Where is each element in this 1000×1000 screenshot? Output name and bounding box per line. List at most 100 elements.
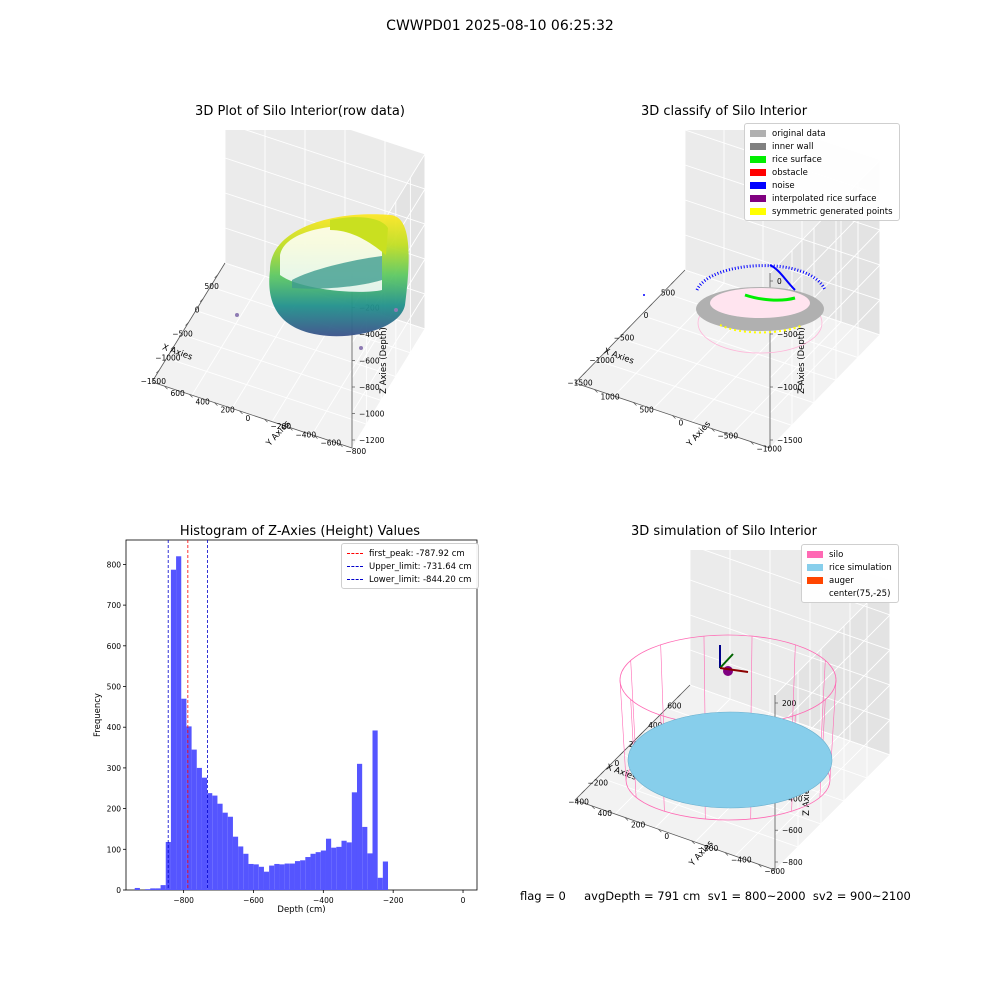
y-tick-label: −600: [321, 439, 342, 448]
histogram-bar: [232, 836, 239, 890]
histogram-bar: [176, 556, 182, 890]
rice-simulation-surface: [627, 711, 833, 809]
y-tick: [264, 418, 268, 423]
histogram-bar: [346, 842, 352, 890]
histogram-bar: [191, 749, 197, 890]
y-tick: [214, 402, 218, 406]
y-tick-label: −400: [296, 430, 317, 439]
x-tick: [600, 771, 604, 775]
histogram-bar: [310, 853, 316, 890]
y-tick-label: −200: [271, 422, 292, 431]
y-tick-label: −1000: [757, 445, 783, 454]
x-tick-label: 0: [615, 759, 620, 768]
y-tick-label: 600: [171, 389, 186, 398]
histogram-bar: [238, 846, 244, 890]
z-tick-label: −400: [782, 794, 803, 803]
y-tick-label: 300: [107, 764, 122, 773]
silo-wireframe-line: [619, 679, 627, 781]
floor-gridline: [191, 275, 266, 396]
legend-swatch: [750, 130, 766, 137]
y-tick-label: 0: [246, 414, 251, 423]
x-tick: [185, 322, 189, 326]
panel4-legend: silo rice simulation auger center(75,-25…: [801, 544, 899, 603]
histogram-bar: [351, 792, 357, 890]
histogram-bar: [248, 863, 254, 890]
y-tick-label: 200: [631, 821, 646, 830]
x-tick-label: −200: [383, 896, 404, 905]
legend-swatch: [750, 169, 766, 176]
floor-gridline: [195, 310, 396, 378]
floor-gridline: [640, 314, 837, 381]
histogram-bar: [212, 795, 218, 890]
x-tick-label: −800: [173, 896, 194, 905]
noise-point: [359, 346, 363, 350]
y-tick-label: 0: [116, 886, 121, 895]
histogram-legend: first_peak: -787.92 cm Upper_limit: -731…: [341, 543, 479, 589]
histogram-bar: [134, 887, 140, 890]
legend-item-upper-limit: Upper_limit: -731.64 cm: [347, 560, 472, 573]
y-axis-line: [151, 381, 353, 449]
floor-gridline: [597, 776, 799, 848]
histogram-bar: [253, 864, 259, 890]
y-tick-label: 0: [664, 832, 669, 841]
legend-item-first-peak: first_peak: -787.92 cm: [347, 547, 472, 560]
panel1-title: 3D Plot of Silo Interior(row data): [195, 104, 405, 119]
histogram-bar: [160, 885, 166, 890]
floor-gridline: [311, 315, 386, 436]
x-tick: [619, 751, 624, 756]
histogram-bar: [258, 866, 264, 890]
y-tick-label: 800: [107, 560, 122, 569]
panel2-legend: original data inner wall rice surface ob…: [744, 123, 900, 221]
y-tick: [672, 415, 676, 419]
legend-item-lower-limit: Lower_limit: -844.20 cm: [347, 573, 472, 586]
floor-gridline: [181, 333, 382, 401]
x-tick: [638, 732, 643, 737]
histogram-bar: [300, 860, 306, 890]
y-tick-label: −800: [346, 447, 367, 456]
histogram-bar: [289, 863, 295, 890]
y-tick-label: 400: [598, 809, 613, 818]
axis-arrow-y: [719, 653, 734, 669]
histogram-bar: [315, 852, 321, 890]
x-tick-label: −1500: [567, 379, 593, 388]
x-tick-label: 0: [461, 896, 466, 905]
x-tick-label: 500: [205, 282, 220, 291]
legend-item-obstacle: obstacle: [750, 166, 893, 179]
y-tick-label: 500: [640, 406, 655, 415]
status-line: flag = 0 avgDepth = 791 cm sv1 = 800~200…: [520, 889, 911, 903]
y-tick: [750, 441, 754, 445]
x-tick-label: −500: [172, 330, 193, 339]
histogram-bar: [331, 847, 337, 890]
y-tick-label: −200: [698, 844, 719, 853]
y-tick: [189, 394, 193, 398]
y-tick: [314, 435, 318, 439]
floor-gridline: [689, 684, 891, 756]
y-tick: [691, 840, 695, 845]
floor-gridline: [351, 328, 426, 449]
legend-item-auger: auger: [807, 574, 892, 587]
y-axis-label: Frequency: [93, 693, 103, 737]
histogram-bar: [222, 812, 228, 890]
z-tick-label: −600: [782, 826, 803, 835]
noise-point: [235, 313, 239, 317]
x-tick-label: −200: [587, 778, 608, 787]
z-tick-label: −400: [359, 330, 380, 339]
x-tick-label: 0: [644, 311, 649, 320]
histogram-bar: [279, 864, 285, 890]
x-tick: [170, 346, 175, 350]
histogram-bar: [325, 838, 332, 890]
legend-item-noise: noise: [750, 179, 893, 192]
x-tick-label: −400: [313, 896, 334, 905]
y-tick: [164, 385, 168, 390]
y-tick-label: −400: [731, 856, 752, 865]
y-axis-line: [574, 799, 776, 871]
x-tick-label: 400: [648, 721, 663, 730]
x-tick: [156, 369, 160, 374]
y-tick: [239, 410, 243, 415]
y-tick-label: 200: [221, 406, 236, 415]
histogram-bar: [356, 763, 363, 890]
histogram-bar: [294, 861, 301, 890]
symmetric-points: [719, 324, 804, 334]
histogram-bar: [377, 877, 383, 890]
axis-arrow-x: [719, 667, 749, 673]
